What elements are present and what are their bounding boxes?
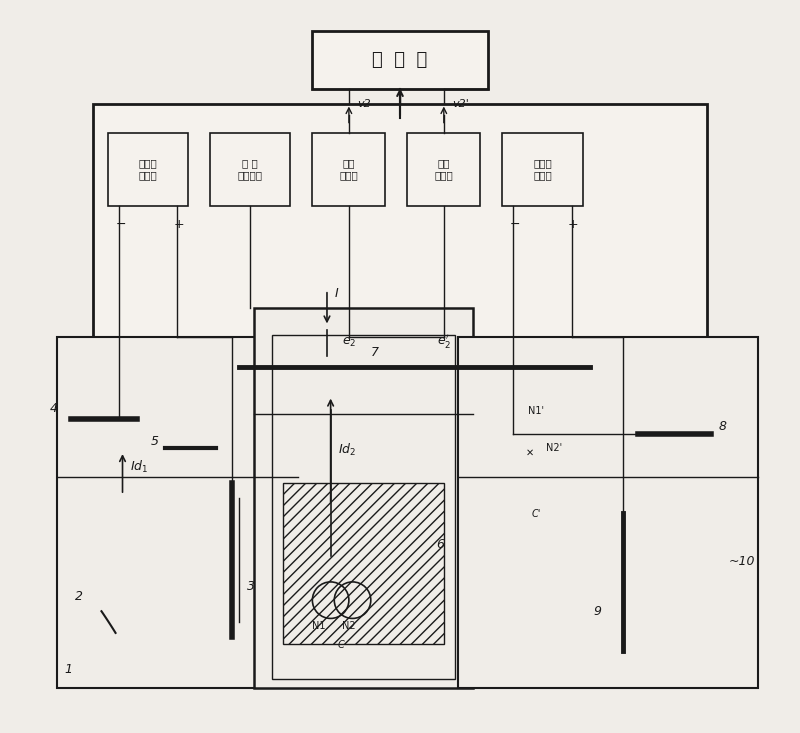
Text: −: −: [115, 218, 126, 231]
Text: 8: 8: [718, 420, 726, 433]
Bar: [502, 133, 582, 206]
Text: C: C: [338, 640, 345, 649]
Text: 第二
放大器: 第二 放大器: [434, 158, 453, 180]
Text: ✕: ✕: [526, 447, 534, 457]
Text: N1: N1: [312, 622, 326, 631]
Bar: [312, 31, 488, 89]
Text: I: I: [334, 287, 338, 300]
Bar: [510, 399, 575, 487]
Bar: [210, 133, 290, 206]
Text: N1': N1': [528, 406, 544, 416]
Text: −: −: [510, 218, 520, 231]
Text: 5: 5: [150, 435, 158, 448]
Text: +: +: [568, 218, 578, 231]
Text: $Id_1$: $Id_1$: [130, 458, 148, 474]
Text: 3: 3: [246, 580, 254, 593]
Text: 9: 9: [594, 605, 602, 618]
Text: 交 流
激磁电源: 交 流 激磁电源: [238, 158, 263, 180]
Text: +: +: [174, 218, 184, 231]
Bar: [57, 337, 298, 688]
Text: 4: 4: [50, 402, 58, 415]
Text: 1: 1: [64, 663, 72, 677]
Text: 计  算  机: 计 算 机: [372, 51, 428, 69]
Text: $e_2'$: $e_2'$: [437, 332, 451, 350]
Text: 2: 2: [75, 590, 83, 603]
Text: $Id_2$: $Id_2$: [338, 442, 356, 458]
Bar: [312, 133, 386, 206]
Bar: [108, 133, 188, 206]
Bar: [283, 483, 444, 644]
Bar: [272, 336, 454, 679]
Text: N2': N2': [546, 443, 562, 453]
Bar: [458, 337, 758, 688]
Text: C': C': [531, 509, 541, 519]
Text: 6: 6: [437, 537, 445, 550]
Bar: [94, 103, 706, 352]
Bar: [407, 133, 480, 206]
Text: 第一电
镁电源: 第一电 镁电源: [138, 158, 158, 180]
Text: N2: N2: [342, 622, 355, 631]
Text: v2': v2': [453, 99, 470, 109]
Text: $e_2$: $e_2$: [342, 336, 356, 349]
Text: 7: 7: [370, 346, 378, 359]
Text: v2: v2: [358, 99, 371, 109]
Bar: [254, 308, 473, 688]
Text: ~10: ~10: [729, 555, 755, 568]
Text: 第二电
镁电源: 第二电 镁电源: [533, 158, 552, 180]
Text: 第一
放大器: 第一 放大器: [339, 158, 358, 180]
